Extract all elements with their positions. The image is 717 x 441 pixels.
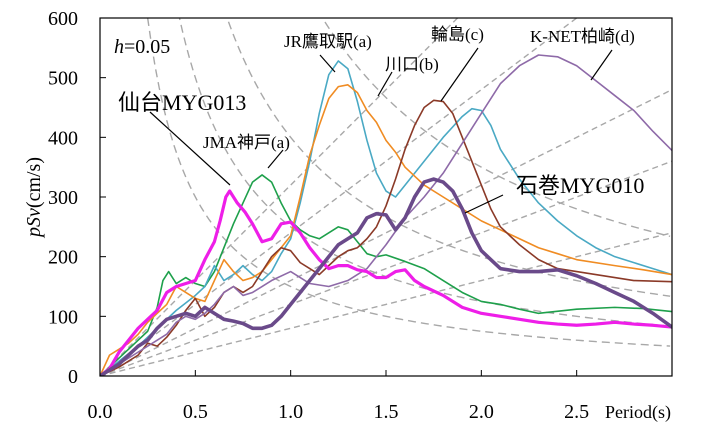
x-tick-label-1: 0.5: [183, 401, 208, 423]
series-line-0: [100, 174, 672, 376]
annotation-jr-takatori: JR鷹取駅(a): [284, 31, 372, 51]
y-tick-label-3: 300: [48, 187, 78, 209]
series-line-6: [100, 177, 672, 376]
leader-jma: [267, 149, 284, 169]
y-tick-label-4: 400: [48, 127, 78, 149]
x-tick-label-2: 1.0: [278, 401, 303, 423]
annotation-leaders: [149, 47, 613, 214]
y-axis-label-unit: (cm/s): [23, 157, 45, 208]
y-tick-label-5: 500: [48, 68, 78, 90]
ref-line-acc-0: [146, 18, 671, 347]
damping-value: =0.05: [124, 36, 170, 58]
leader-jr: [319, 54, 336, 73]
series-line-3: [100, 99, 672, 376]
y-tick-label-2: 200: [48, 247, 78, 269]
series-line-4: [100, 54, 672, 376]
leader-sendai: [149, 111, 231, 186]
series-line-1: [100, 60, 672, 376]
y-axis-label-symbol: pSv: [23, 208, 45, 239]
y-tick-label-1: 100: [48, 306, 78, 328]
ref-line-disp-2: [100, 88, 672, 376]
ref-line-acc-3: [321, 18, 671, 237]
y-tick-label-6: 600: [48, 8, 78, 30]
series-line-2: [100, 84, 672, 376]
series-lines: [100, 54, 672, 376]
series-line-5: [100, 189, 672, 376]
y-tick-label-0: 0: [68, 366, 78, 388]
damping-symbol: h: [114, 36, 124, 58]
annotation-jma-kobe: JMA神戸(a): [203, 133, 290, 152]
leader-ishinomaki: [464, 194, 504, 214]
annotation-wajima: 輪島(c): [431, 25, 484, 44]
x-tick-label-5: 2.5: [564, 401, 589, 423]
ref-line-disp-0: [100, 232, 672, 376]
annotation-knet-kashiwazaki: K-NET柏崎(d): [530, 27, 635, 46]
damping-annotation: h=0.05: [114, 36, 170, 58]
axis-ticks: 0.0 0.5 1.0 1.5 2.0 2.5 0 100 200 300 400 500 600: [48, 8, 589, 423]
x-tick-label-0: 0.0: [88, 401, 113, 423]
annotation-kawaguchi: 川口(b): [385, 55, 439, 74]
leader-kawaguchi: [377, 71, 393, 97]
ref-line-disp-1: [100, 160, 672, 376]
x-tick-label-3: 1.5: [374, 401, 399, 423]
leader-knet: [590, 49, 613, 81]
y-axis-label: pSv(cm/s): [23, 157, 45, 239]
x-axis-label: Period(s): [605, 402, 671, 423]
annotation-ishinomaki: 石巻MYG010: [516, 173, 644, 198]
leader-wajima: [440, 47, 479, 102]
x-tick-label-4: 2.0: [469, 401, 494, 423]
annotation-sendai: 仙台MYG013: [118, 90, 246, 115]
